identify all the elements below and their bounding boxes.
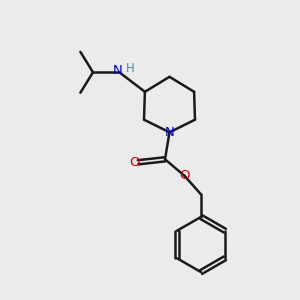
Text: O: O (129, 156, 140, 169)
Text: O: O (179, 169, 190, 182)
Text: N: N (165, 126, 174, 139)
Text: N: N (113, 64, 123, 77)
Text: H: H (125, 62, 134, 75)
